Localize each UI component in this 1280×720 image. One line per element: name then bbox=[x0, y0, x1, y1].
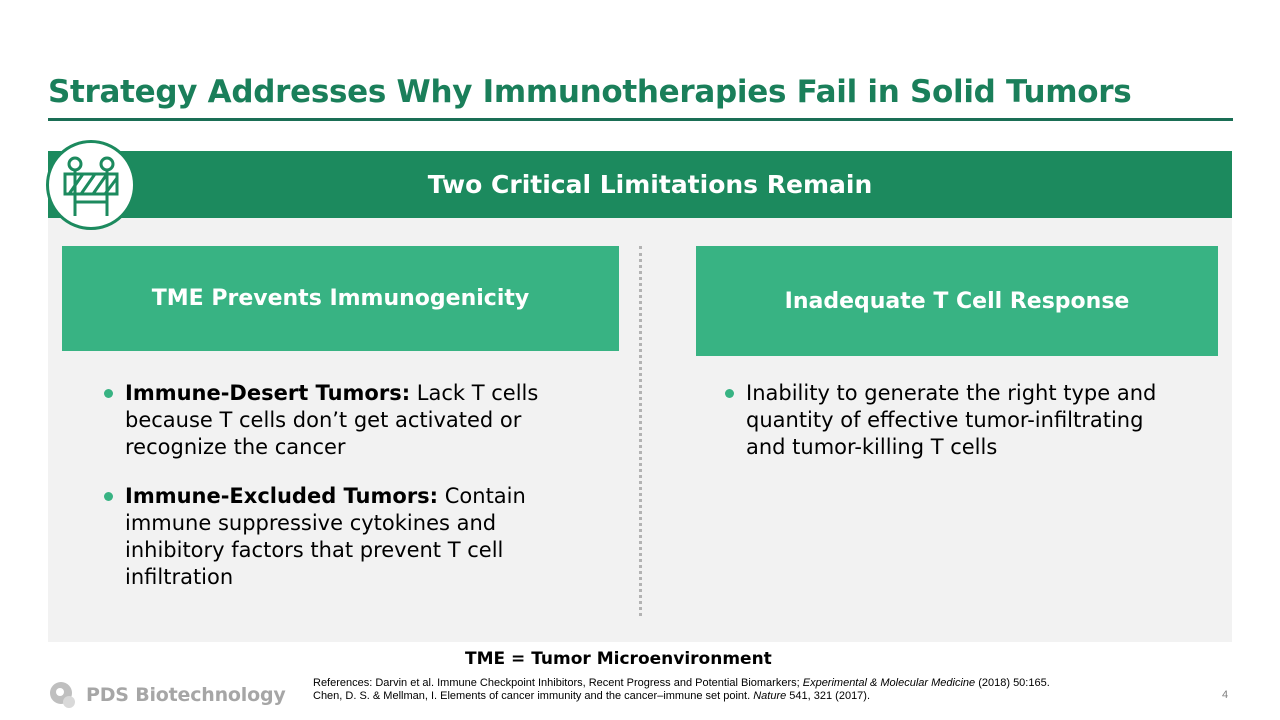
tme-bullet-list: Immune-Desert Tumors: Lack T cells becau… bbox=[104, 380, 584, 591]
road-barrier-icon bbox=[63, 156, 119, 216]
bullet-dot-icon bbox=[104, 492, 113, 501]
bullet-inability: Inability to generate the right type and… bbox=[725, 380, 1185, 461]
abbreviation-note: TME = Tumor Microenvironment bbox=[465, 649, 772, 669]
bullet-text: Inability to generate the right type and… bbox=[746, 381, 1157, 459]
bullet-immune-excluded: Immune-Excluded Tumors: Contain immune s… bbox=[104, 483, 584, 591]
t-cell-card: Inadequate T Cell Response bbox=[696, 246, 1218, 356]
page-number: 4 bbox=[1222, 689, 1229, 701]
banner-title: Two Critical Limitations Remain bbox=[427, 170, 873, 199]
bullet-immune-desert: Immune-Desert Tumors: Lack T cells becau… bbox=[104, 380, 584, 461]
reference-line: References: Darvin et al. Immune Checkpo… bbox=[313, 677, 1173, 690]
reference-text: Chen, D. S. & Mellman, I. Elements of ca… bbox=[313, 690, 754, 702]
bullet-text: Contain immune suppressive cytokines and… bbox=[125, 484, 526, 589]
badge bbox=[46, 140, 136, 230]
references: References: Darvin et al. Immune Checkpo… bbox=[313, 677, 1173, 703]
bullet-term: Immune-Excluded Tumors: bbox=[125, 484, 439, 508]
bullet-term: Immune-Desert Tumors: bbox=[125, 381, 411, 405]
reference-text: References: Darvin et al. Immune Checkpo… bbox=[313, 677, 803, 689]
column-divider bbox=[639, 246, 642, 616]
title-underline bbox=[48, 118, 1233, 121]
t-cell-bullet-list: Inability to generate the right type and… bbox=[725, 380, 1185, 461]
reference-journal: Experimental & Molecular Medicine bbox=[802, 677, 976, 689]
reference-journal: Nature bbox=[753, 690, 787, 702]
reference-line: Chen, D. S. & Mellman, I. Elements of ca… bbox=[313, 690, 1173, 703]
company-logo: PDS Biotechnology bbox=[48, 681, 286, 709]
reference-text: 541, 321 (2017). bbox=[786, 690, 871, 702]
bullet-text: Lack T cells because T cells don’t get a… bbox=[125, 381, 539, 459]
reference-text: (2018) 50:165. bbox=[975, 677, 1050, 689]
limitations-banner: Two Critical Limitations Remain bbox=[48, 151, 1232, 218]
bullet-dot-icon bbox=[725, 389, 734, 398]
slide-title: Strategy Addresses Why Immunotherapies F… bbox=[48, 74, 1132, 110]
bullet-dot-icon bbox=[104, 389, 113, 398]
company-name: PDS Biotechnology bbox=[86, 684, 286, 706]
tme-card-heading: TME Prevents Immunogenicity bbox=[151, 286, 530, 311]
tme-card: TME Prevents Immunogenicity bbox=[62, 246, 619, 351]
pds-logo-icon bbox=[50, 682, 75, 708]
t-cell-card-heading: Inadequate T Cell Response bbox=[784, 288, 1130, 314]
